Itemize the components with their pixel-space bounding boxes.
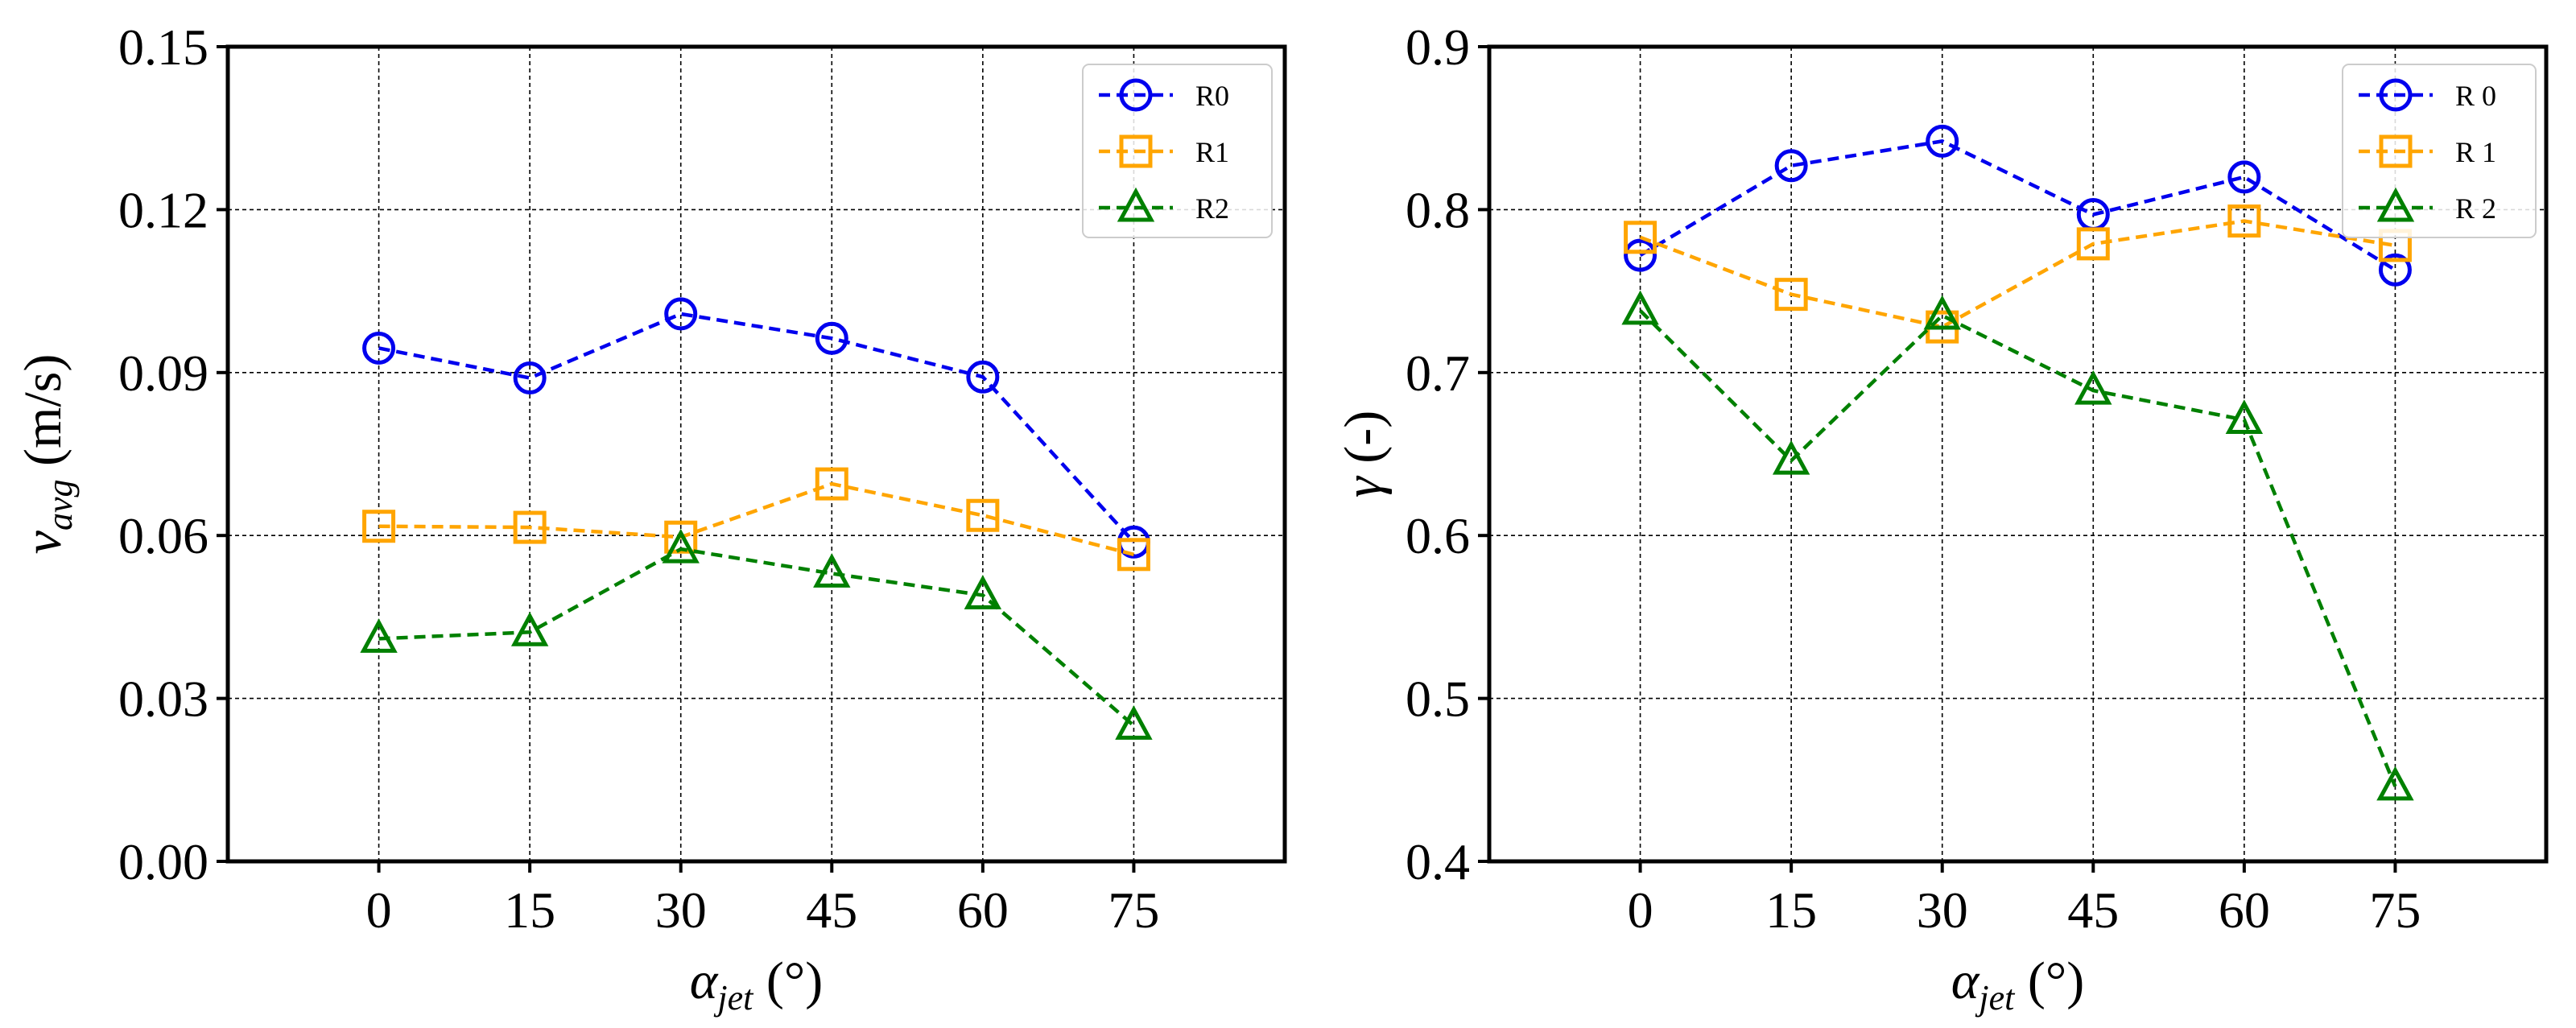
marker-p0-s1-4: [966, 498, 1000, 532]
x-tick-label-4: 60: [2219, 881, 2270, 939]
x-axis-label-sub: jet: [713, 978, 754, 1018]
marker-p1-s0-4: [2227, 160, 2261, 194]
series-line-1: [1639, 139, 2396, 272]
marker-p0-s1-5: [1117, 538, 1150, 572]
marker-p0-s0-legend: [1119, 78, 1153, 112]
legend-box: [2342, 64, 2537, 238]
marker-p1-s0-5: [2378, 253, 2412, 287]
y-tick-label-5: 0.15: [118, 19, 208, 76]
chart-panel-1: 0 15 30 45 60 75 0.00 0.03 0.06 0.09 0.12 0.15 αjet …: [14, 19, 1287, 1018]
marker-p0-s2-0: [360, 618, 398, 653]
y-axis-label-unit: (m/s): [14, 354, 72, 480]
marker-p1-s2-1: [1772, 440, 1810, 475]
x-tick-label-0: 0: [366, 881, 392, 939]
y-tick-label-0: 0.00: [118, 833, 208, 890]
y-tick-label-4: 0.12: [118, 181, 208, 238]
x-tick-label-1: 15: [1765, 881, 1817, 939]
x-tick-label-2: 30: [1917, 881, 1968, 939]
y-axis-label-main: γ: [1334, 475, 1393, 497]
marker-p1-s2-3: [2074, 370, 2112, 405]
x-tick-label-5: 75: [2369, 881, 2421, 939]
marker-p0-s0-1: [513, 361, 547, 395]
y-tick-label-4: 0.8: [1406, 181, 1470, 238]
y-tick-label-3: 0.7: [1406, 345, 1470, 402]
legend-label-1: R 0: [2455, 80, 2496, 112]
y-axis-label-main: v: [14, 530, 72, 554]
legend: R 0 R 1 R 2: [2342, 64, 2537, 238]
marker-p1-s2-0: [1621, 290, 1659, 325]
x-axis-label-unit: (°): [2014, 952, 2084, 1010]
marker-p0-s2-4: [964, 575, 1002, 609]
legend-box: [1082, 64, 1273, 238]
x-axis-label-main: α: [690, 952, 719, 1010]
x-axis-label: αjet (°): [690, 952, 824, 1018]
marker-p0-s1-0: [362, 510, 396, 543]
marker-p1-s0-legend: [2379, 78, 2413, 112]
x-axis-label-sub: jet: [1975, 978, 2016, 1018]
x-tick-label-2: 30: [655, 881, 707, 939]
marker-p0-s0-0: [362, 331, 396, 365]
series-line-1: [378, 312, 1136, 543]
marker-p0-s2-1: [510, 612, 549, 646]
series-line-2: [378, 481, 1134, 556]
legend-label-2: R1: [1195, 136, 1229, 168]
series-line-3: [1638, 309, 2397, 787]
marker-p0-s2-legend: [1117, 187, 1155, 222]
y-tick-label-1: 0.03: [118, 671, 208, 728]
marker-p1-s1-1: [1774, 278, 1808, 312]
marker-p1-s0-1: [1774, 149, 1808, 183]
marker-p0-s1-1: [513, 510, 547, 544]
y-axis-label: γ (-): [1334, 411, 1393, 497]
y-axis-label-sub: avg: [40, 480, 80, 531]
marker-p1-s1-4: [2227, 204, 2261, 238]
x-axis-label-unit: (°): [753, 952, 823, 1010]
y-axis-label-unit: (-): [1334, 411, 1393, 477]
marker-p0-s1-2: [664, 520, 698, 554]
x-tick-label-5: 75: [1108, 881, 1159, 939]
marker-p0-s2-3: [813, 553, 851, 588]
x-tick-label-1: 15: [504, 881, 555, 939]
y-tick-label-0: 0.4: [1406, 833, 1470, 890]
y-tick-label-1: 0.5: [1406, 671, 1470, 728]
y-tick-label-3: 0.09: [118, 345, 208, 402]
marker-p0-s2-2: [662, 528, 700, 564]
x-tick-label-3: 45: [806, 881, 857, 939]
series-line-3: [378, 547, 1135, 728]
x-axis-label: αjet (°): [1951, 952, 2085, 1018]
marker-p1-s2-2: [1923, 295, 1961, 330]
plot-frame: [225, 44, 1287, 864]
y-tick-label-5: 0.9: [1406, 19, 1470, 76]
y-tick-label-2: 0.06: [118, 507, 208, 564]
legend-label-3: R2: [1195, 192, 1229, 225]
marker-p1-s2-4: [2225, 399, 2264, 434]
marker-p1-s2-legend: [2376, 187, 2415, 222]
marker-p0-s0-2: [664, 297, 698, 331]
marker-p1-s1-0: [1624, 221, 1657, 254]
y-tick-label-2: 0.6: [1406, 507, 1470, 564]
marker-p0-s2-5: [1115, 705, 1153, 740]
series-line-2: [1639, 219, 2396, 329]
x-tick-label-0: 0: [1628, 881, 1653, 939]
y-axis-label: vavg (m/s): [14, 354, 80, 555]
x-tick-label-3: 45: [2067, 881, 2119, 939]
marker-p1-s1-legend: [2379, 134, 2413, 168]
chart-panel-2: 0 15 30 45 60 75 0.4 0.5 0.6 0.7 0.8 0.9 αjet (°) γ (…: [1334, 19, 2549, 1018]
marker-p0-s1-3: [815, 467, 848, 501]
legend-label-3: R 2: [2455, 192, 2496, 225]
marker-p0-s0-3: [815, 321, 848, 355]
marker-p1-s2-5: [2376, 766, 2414, 801]
legend: R0 R1 R2: [1082, 64, 1273, 238]
marker-p0-s0-4: [966, 360, 1000, 394]
legend-label-1: R0: [1195, 80, 1229, 112]
marker-p1-s0-2: [1926, 124, 1959, 158]
marker-p1-s0-0: [1624, 238, 1657, 272]
x-axis-label-main: α: [1951, 952, 1980, 1010]
marker-p0-s1-legend: [1119, 134, 1153, 168]
x-tick-label-4: 60: [957, 881, 1009, 939]
plot-frame: [1487, 44, 2549, 864]
marker-p1-s1-3: [2076, 227, 2110, 261]
legend-label-2: R 1: [2455, 136, 2496, 168]
